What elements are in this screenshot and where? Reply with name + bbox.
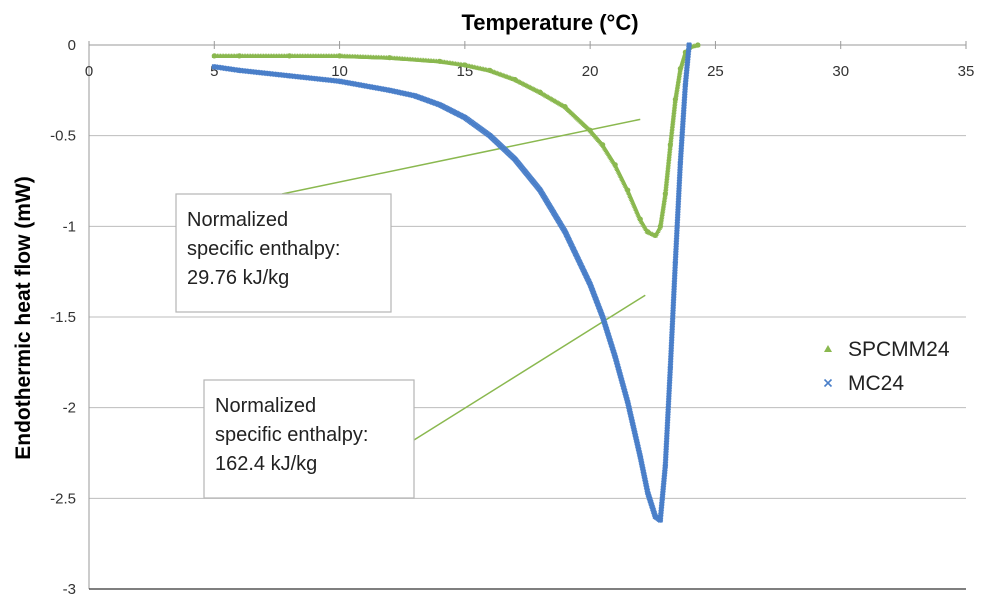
annotation-box — [175, 193, 392, 313]
chart-title: Temperature (°C) — [461, 10, 638, 35]
legend: SPCMM24 MC24 — [823, 338, 950, 395]
series-marker — [686, 43, 692, 50]
y-tick-label: 0 — [68, 37, 76, 54]
annotation-text: Normalized — [215, 395, 316, 417]
y-axis-label: Endothermic heat flow (mW) — [12, 176, 35, 460]
y-tick-label: -1 — [63, 218, 76, 235]
x-tick-label: 30 — [832, 63, 849, 80]
series-spcmm24 — [211, 42, 701, 238]
legend-marker-triangle — [824, 345, 832, 352]
legend-label: SPCMM24 — [848, 338, 950, 361]
x-tick-label: 10 — [331, 63, 348, 80]
series-marker — [695, 42, 701, 48]
series-layer — [211, 42, 701, 523]
annotation-leader-line — [281, 118, 641, 195]
series-mc24 — [211, 42, 692, 523]
y-tick-label: -3 — [63, 581, 76, 595]
x-tick-label: 0 — [85, 63, 93, 80]
axis-layer: 0-0.5-1-1.5-2-2.5-30 5 10 15 20 25 30 35 — [50, 37, 974, 595]
x-tick-label: 25 — [707, 63, 724, 80]
annotation-text: Normalized — [187, 209, 288, 231]
x-tick-label: 5 — [210, 63, 218, 80]
annotation-text: specific enthalpy: — [215, 424, 368, 446]
y-tick-label: -0.5 — [50, 128, 76, 145]
x-tick-label: 35 — [958, 63, 975, 80]
series-marker — [686, 42, 692, 48]
annotation-text: 29.76 kJ/kg — [187, 267, 289, 289]
x-tick-label: 20 — [582, 63, 599, 80]
y-tick-label: -2 — [63, 400, 76, 417]
annotation-layer: Normalized specific enthalpy: 29.76 kJ/kg N… — [175, 118, 646, 499]
y-tick-label: -1.5 — [50, 309, 76, 326]
annotation-text: specific enthalpy: — [187, 238, 340, 260]
annotation-leader-line — [413, 294, 646, 441]
legend-marker-x — [823, 378, 833, 388]
y-tick-label: -2.5 — [50, 490, 76, 507]
annotation-text: 162.4 kJ/kg — [215, 453, 317, 475]
annotation-box — [203, 379, 415, 499]
legend-label: MC24 — [848, 372, 904, 395]
